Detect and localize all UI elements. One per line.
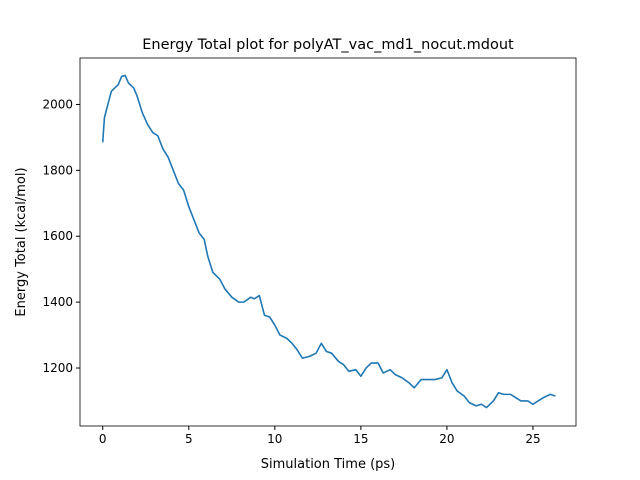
x-tick-label: 0 xyxy=(99,432,107,446)
y-tick-label: 1200 xyxy=(42,361,73,375)
x-tick-label: 10 xyxy=(267,432,282,446)
y-tick-label: 1400 xyxy=(42,295,73,309)
x-tick-label: 20 xyxy=(439,432,454,446)
plot-frame xyxy=(79,57,577,427)
chart-title: Energy Total plot for polyAT_vac_md1_noc… xyxy=(142,37,514,53)
y-tick-label: 1600 xyxy=(42,229,73,243)
x-tick-label: 25 xyxy=(525,432,540,446)
x-tick-label: 5 xyxy=(185,432,193,446)
y-axis-label: Energy Total (kcal/mol) xyxy=(14,167,29,316)
y-tick-label: 1800 xyxy=(42,163,73,177)
data-line xyxy=(101,74,556,409)
x-axis-label: Simulation Time (ps) xyxy=(261,457,396,472)
x-tick-label: 15 xyxy=(353,432,368,446)
y-tick-label: 2000 xyxy=(42,97,73,111)
